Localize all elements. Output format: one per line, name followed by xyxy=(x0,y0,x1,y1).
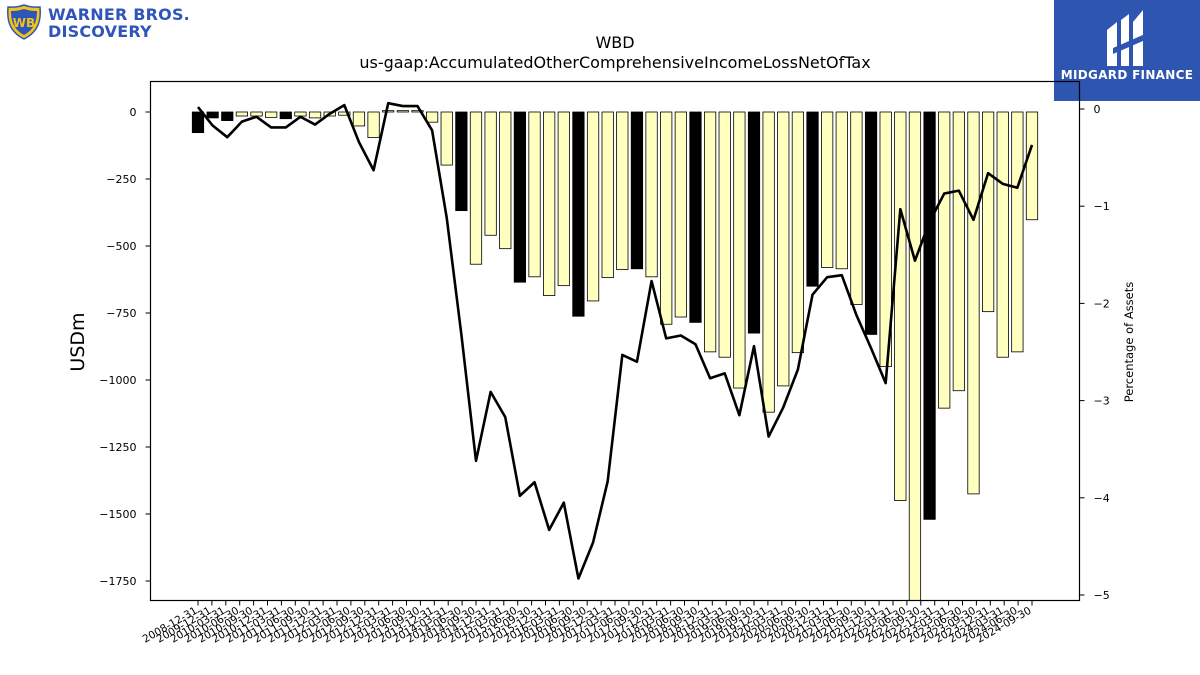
bar xyxy=(250,111,263,117)
bar xyxy=(982,111,995,313)
bar xyxy=(850,111,863,305)
bar xyxy=(616,111,629,270)
bar xyxy=(484,111,497,236)
bar xyxy=(499,111,512,250)
bar-series xyxy=(191,110,1039,601)
bar xyxy=(425,111,439,123)
y2-tick-label: −1 xyxy=(1094,200,1110,213)
y-axis-left: 0 −250 −500 −750 −1000 −1250 −1500 −1750 xyxy=(99,106,151,588)
bar xyxy=(469,111,483,265)
bar xyxy=(879,111,892,368)
midgard-finance-logo: MIDGARD FINANCE xyxy=(1054,0,1200,101)
y-tick-label: −250 xyxy=(106,173,136,186)
bar xyxy=(440,111,453,166)
bar xyxy=(864,111,878,335)
bar xyxy=(777,111,790,387)
bar xyxy=(791,111,805,354)
y-tick-label: −1000 xyxy=(99,374,136,387)
bar xyxy=(645,111,658,278)
bar xyxy=(367,111,380,138)
bar xyxy=(513,111,527,283)
bar xyxy=(191,111,205,134)
bar xyxy=(762,111,775,413)
bar xyxy=(396,110,409,113)
bar xyxy=(308,111,322,119)
y2-tick-label: −5 xyxy=(1094,589,1110,602)
bar xyxy=(221,111,234,121)
bar xyxy=(923,111,936,520)
percent-line xyxy=(196,101,1034,580)
percent-line-series xyxy=(196,101,1034,580)
wb-line1: WARNER BROS. xyxy=(48,5,190,24)
bar xyxy=(660,111,673,325)
y-tick-label: −1500 xyxy=(99,508,136,521)
wb-line2: DISCOVERY xyxy=(48,22,152,41)
bar xyxy=(704,111,717,353)
bar xyxy=(265,111,278,118)
bar xyxy=(689,111,702,323)
y-tick-label: −1750 xyxy=(99,575,136,588)
bar xyxy=(1011,111,1024,353)
bar xyxy=(572,111,585,317)
bar xyxy=(382,110,395,113)
bar xyxy=(279,111,292,120)
x-axis: 2008-12-312009-12-312010-03-312010-06-30… xyxy=(141,600,1034,646)
y-axis-label: USDm xyxy=(67,312,89,371)
y-tick-label: −750 xyxy=(106,307,136,320)
y2-tick-label: 0 xyxy=(1094,103,1101,116)
bar xyxy=(733,111,746,389)
bar xyxy=(938,111,951,409)
bar xyxy=(206,111,219,119)
y-tick-label: −500 xyxy=(106,240,136,253)
bar xyxy=(747,111,761,334)
bar xyxy=(294,111,307,117)
bar xyxy=(235,111,249,117)
bar xyxy=(586,111,600,302)
y2-tick-label: −3 xyxy=(1094,395,1110,408)
y2-tick-label: −2 xyxy=(1094,297,1110,310)
wb-wordmark: WARNER BROS. DISCOVERY xyxy=(48,6,190,40)
y-axis-right: 0 −1 −2 −3 −4 −5 xyxy=(1079,103,1110,602)
chart-subtitle: us-gaap:AccumulatedOtherComprehensiveInc… xyxy=(359,53,871,72)
y-tick-label: −1250 xyxy=(99,441,136,454)
bar xyxy=(908,111,922,601)
bar xyxy=(338,111,351,116)
bar xyxy=(996,111,1009,358)
bar xyxy=(528,111,541,278)
y2-tick-label: −4 xyxy=(1094,492,1110,505)
bar xyxy=(967,111,980,495)
bar xyxy=(806,111,819,287)
y2-axis-label: Percentage of Assets xyxy=(1122,282,1136,403)
wb-shield-icon: WB xyxy=(6,4,42,40)
bar xyxy=(952,111,965,392)
bar xyxy=(1025,111,1039,221)
bar xyxy=(835,111,848,270)
y-tick-label: 0 xyxy=(130,106,137,119)
warner-bros-discovery-logo: WB WARNER BROS. DISCOVERY xyxy=(6,4,246,44)
bar xyxy=(718,111,731,358)
bar xyxy=(601,111,614,279)
bar xyxy=(411,110,424,113)
midgard-wordmark: MIDGARD FINANCE xyxy=(1060,68,1194,82)
midgard-emblem-icon xyxy=(1107,10,1145,66)
chart-title: WBD xyxy=(595,33,635,52)
bar xyxy=(543,111,556,296)
bar xyxy=(352,111,366,127)
bar xyxy=(821,111,834,268)
bar xyxy=(894,111,907,502)
bar xyxy=(455,111,468,212)
svg-text:WB: WB xyxy=(13,16,35,30)
bar xyxy=(674,111,687,318)
bar xyxy=(630,111,644,270)
bar xyxy=(557,111,570,287)
